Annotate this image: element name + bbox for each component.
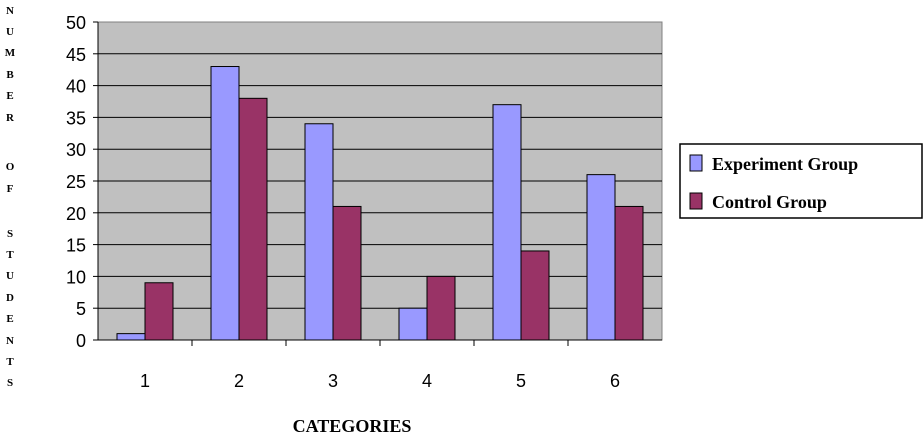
y-axis-title-letter: B: [6, 69, 14, 81]
y-axis-title-letter: E: [6, 90, 13, 102]
bar-experiment-4: [398, 307, 428, 341]
bar-experiment-2: [210, 66, 240, 341]
y-tick-label: 35: [66, 108, 86, 128]
bar-experiment-1: [116, 333, 146, 341]
legend-label-control: Control Group: [712, 192, 827, 212]
x-tick-label: 4: [422, 371, 432, 391]
x-tick-label: 6: [610, 371, 620, 391]
y-tick-label: 50: [66, 13, 86, 33]
y-tick-label: 20: [66, 204, 86, 224]
y-tick-label: 40: [66, 77, 86, 97]
bars: [116, 66, 644, 341]
y-tick-labels: 0 5 10 15 20 25 30 35 40 45 50: [66, 13, 98, 351]
legend-label-experiment: Experiment Group: [712, 154, 858, 174]
gridlines: [98, 53, 662, 309]
bar-experiment-3: [304, 123, 334, 341]
y-axis-title-letter: S: [7, 377, 13, 389]
bar-experiment-5: [492, 104, 522, 341]
y-axis-title-letter: U: [6, 26, 14, 38]
bar-experiment-6: [586, 174, 616, 341]
y-axis-title-letter: N: [6, 335, 14, 347]
bar-control-1: [144, 282, 174, 341]
bar-control-5: [520, 250, 550, 341]
legend-swatch-control: [689, 192, 703, 210]
y-axis-title-letter: D: [6, 292, 14, 304]
bar-control-4: [426, 275, 456, 341]
y-axis-title-letter: U: [6, 270, 14, 282]
y-axis-title-letter: E: [6, 313, 13, 325]
bar-control-6: [614, 205, 644, 341]
x-tick-label: 1: [140, 371, 150, 391]
y-axis-title-letter: O: [6, 161, 15, 173]
y-axis-title-letter: M: [5, 47, 16, 59]
x-tick-label: 5: [516, 371, 526, 391]
legend-swatch-experiment: [689, 154, 703, 172]
bar-control-3: [332, 205, 362, 341]
y-tick-label: 30: [66, 140, 86, 160]
y-tick-label: 10: [66, 267, 86, 287]
y-tick-label: 15: [66, 236, 86, 256]
x-tick-labels: 1 2 3 4 5 6: [140, 340, 620, 391]
legend-box: [679, 143, 923, 219]
x-tick-label: 3: [328, 371, 338, 391]
y-axis-title-letter: S: [7, 228, 13, 240]
y-axis-title-letter: N: [6, 5, 14, 17]
legend: Experiment Group Control Group: [679, 143, 923, 219]
y-tick-label: 0: [76, 331, 86, 351]
y-axis-title-letter: F: [7, 183, 14, 195]
y-axis-title-letter: T: [6, 249, 14, 261]
y-axis-title-letter: T: [6, 356, 14, 368]
y-tick-label: 25: [66, 172, 86, 192]
x-tick-label: 2: [234, 371, 244, 391]
y-tick-label: 45: [66, 45, 86, 65]
x-axis-title: CATEGORIES: [293, 416, 412, 434]
y-axis-title-letter: R: [6, 112, 15, 124]
bar-control-2: [238, 97, 268, 341]
y-tick-label: 5: [76, 299, 86, 319]
